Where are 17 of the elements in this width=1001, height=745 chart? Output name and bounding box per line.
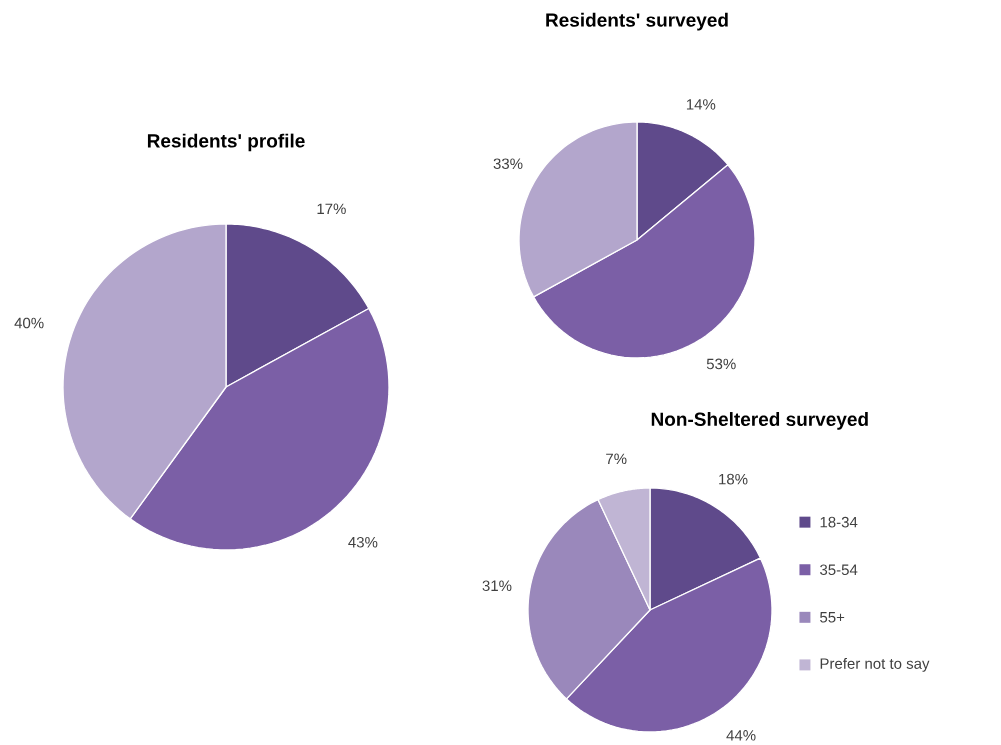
- data-label: 7%: [606, 453, 627, 465]
- legend-label: 35-54: [820, 564, 858, 576]
- data-label: 43%: [348, 536, 378, 548]
- data-label: 40%: [14, 317, 44, 329]
- legend-label: 18-34: [820, 516, 858, 528]
- chart-title: Non-Sheltered surveyed: [651, 412, 868, 430]
- chart-title: Residents' surveyed: [546, 12, 728, 31]
- data-label: 18%: [719, 473, 748, 485]
- data-label: 17%: [317, 203, 346, 215]
- data-label: 14%: [686, 99, 716, 110]
- data-label: 33%: [493, 158, 523, 170]
- data-label: 53%: [706, 358, 736, 370]
- chart-title: Residents' profile: [147, 133, 305, 152]
- legend-label: 55+: [820, 612, 845, 623]
- data-label: 44%: [726, 730, 756, 741]
- legend-label: Prefer not to say: [820, 657, 930, 672]
- data-label: 31%: [482, 580, 512, 592]
